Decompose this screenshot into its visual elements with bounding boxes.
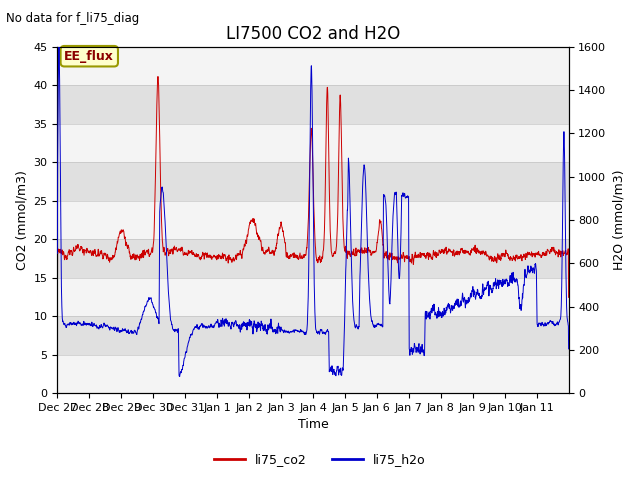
Y-axis label: H2O (mmol/m3): H2O (mmol/m3): [612, 170, 625, 270]
Bar: [58, 85, 568, 124]
Bar: [58, 201, 568, 239]
Y-axis label: CO2 (mmol/m3): CO2 (mmol/m3): [15, 170, 28, 270]
Bar: [58, 47, 568, 85]
Bar: [58, 278, 568, 316]
Legend: li75_co2, li75_h2o: li75_co2, li75_h2o: [209, 448, 431, 471]
Bar: [58, 316, 568, 355]
Text: No data for f_li75_diag: No data for f_li75_diag: [6, 12, 140, 25]
Bar: [58, 162, 568, 201]
Title: LI7500 CO2 and H2O: LI7500 CO2 and H2O: [226, 24, 400, 43]
Bar: [58, 239, 568, 278]
Bar: [58, 124, 568, 162]
X-axis label: Time: Time: [298, 419, 328, 432]
Bar: [58, 355, 568, 393]
Text: EE_flux: EE_flux: [65, 50, 114, 63]
